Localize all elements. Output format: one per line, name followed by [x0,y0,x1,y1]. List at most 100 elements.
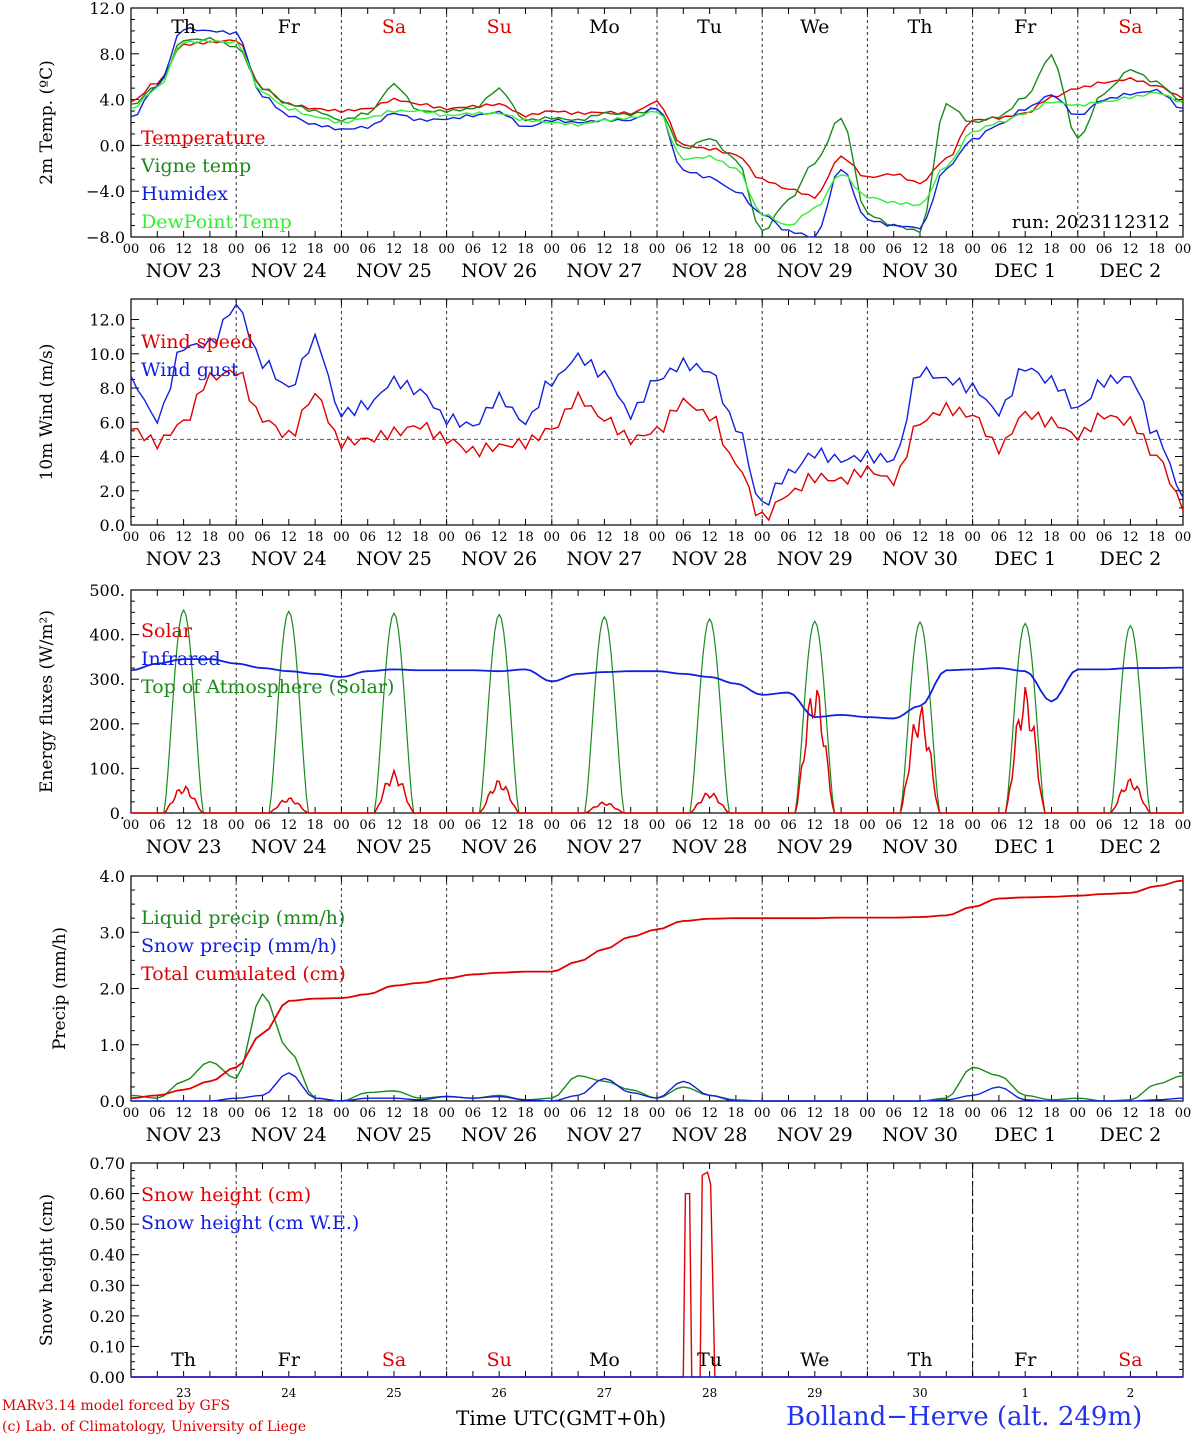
hour-label: 06 [991,530,1008,545]
hour-label: 00 [649,818,666,833]
hour-label: 18 [307,242,324,257]
hour-label: 12 [175,1106,192,1121]
hour-label: 18 [517,530,534,545]
date-label: NOV 29 [777,1124,853,1146]
hour-label: 06 [465,1106,482,1121]
hour-label: 06 [1096,818,1113,833]
hour-label: 00 [438,242,455,257]
hour-label: 00 [333,1106,350,1121]
hour-label: 18 [412,1106,429,1121]
hour-label: 00 [859,1106,876,1121]
hour-label: 06 [570,818,587,833]
hour-label: 18 [412,242,429,257]
hour-label: 00 [544,818,561,833]
y-tick-label: 4.0 [100,867,125,886]
hour-label: 18 [307,530,324,545]
series-snow-precip-mm-h [131,1072,1184,1102]
day-label: Sa [382,1349,406,1371]
y-axis-title: 2m Temp. (ºC) [37,60,57,185]
panel-3: 0. 100. 200. 300. 400. 500. Energy fluxes (W/m… [37,581,1191,858]
hour-label: 00 [754,530,771,545]
hour-label: 12 [491,530,508,545]
date-label: NOV 24 [251,260,327,282]
hour-label: 00 [649,242,666,257]
hour-label: 18 [622,818,639,833]
hour-label: 12 [386,1106,403,1121]
hour-label: 06 [149,530,166,545]
y-tick-label: 100. [89,759,125,778]
hour-label: 00 [859,818,876,833]
hour-label: 18 [728,530,745,545]
hour-label: 00 [754,1106,771,1121]
hour-label: 00 [754,242,771,257]
hour-label: 12 [701,242,718,257]
hour-label: 00 [123,1106,140,1121]
hour-label: 12 [386,818,403,833]
hour-label: 12 [912,1106,929,1121]
hour-label: 12 [807,818,824,833]
hour-label: 18 [412,530,429,545]
y-tick-label: 0.0 [100,1092,125,1111]
hour-label: 12 [491,1106,508,1121]
hour-label: 06 [675,1106,692,1121]
hour-label: 00 [754,818,771,833]
hour-label: 06 [149,818,166,833]
legend-entry: Snow height (cm) [141,1184,311,1206]
series-dewpoint-temp [130,39,1184,226]
hour-label: 00 [964,1106,981,1121]
hour-label: 00 [1175,530,1192,545]
y-tick-label: 0.0 [100,516,125,535]
hour-label: 18 [1148,1106,1165,1121]
hour-label: 00 [964,242,981,257]
hour-label: 18 [1043,242,1060,257]
hour-label: 00 [649,530,666,545]
y-tick-label: 0.10 [89,1337,125,1356]
hour-label: 00 [544,530,561,545]
hour-label: 12 [912,242,929,257]
hour-label: 12 [386,530,403,545]
hour-label: 06 [254,242,271,257]
y-tick-label: 0.30 [89,1276,125,1295]
series-wind-gust [130,303,1184,506]
panel-4: 0.0 1.0 2.0 3.0 4.0 Precip (mm/h) 00 06 12 18 00 06… [50,867,1191,1146]
day-label: Sa [382,16,406,38]
date-label: NOV 25 [356,260,432,282]
hour-label: 12 [1017,242,1034,257]
date-label: NOV 28 [672,836,748,858]
hour-label: 18 [1043,818,1060,833]
hour-label: 06 [780,818,797,833]
date-label: DEC 1 [994,260,1056,282]
y-tick-label: 0.40 [89,1246,125,1265]
hour-label: 00 [1070,242,1087,257]
hour-label: 06 [1096,242,1113,257]
date-label: NOV 25 [356,1124,432,1146]
date-label: NOV 26 [461,1124,537,1146]
hour-label: 06 [254,1106,271,1121]
hour-label: 12 [912,818,929,833]
hour-label: 00 [123,818,140,833]
hour-label: 12 [1122,530,1139,545]
hour-label: 06 [1096,530,1113,545]
date-label: NOV 26 [461,260,537,282]
hour-label: 18 [938,818,955,833]
day-label: Su [487,1349,512,1371]
panel-5: 0.00 0.10 0.20 0.30 0.40 0.50 0.60 0.70 Snow hei… [37,1154,1184,1400]
hour-label: 06 [149,242,166,257]
hour-label: 18 [728,818,745,833]
hour-label: 12 [175,818,192,833]
date-label: NOV 26 [461,836,537,858]
hour-label: 12 [491,818,508,833]
hour-label: 18 [517,242,534,257]
hour-label: 06 [885,1106,902,1121]
legend-entry: Top of Atmosphere (Solar) [141,676,394,698]
legend-entry: Snow precip (mm/h) [141,935,337,957]
hour-label: 12 [912,530,929,545]
series-total-cumulated-cm [130,879,1184,1100]
hour-label: 12 [1122,242,1139,257]
legend-entry: Snow height (cm W.E.) [141,1212,359,1234]
day-label: We [800,16,829,38]
date-label: DEC 2 [1100,836,1162,858]
y-tick-label: 0.50 [89,1215,125,1234]
date-label: NOV 29 [777,260,853,282]
day-label: Fr [278,1349,301,1371]
